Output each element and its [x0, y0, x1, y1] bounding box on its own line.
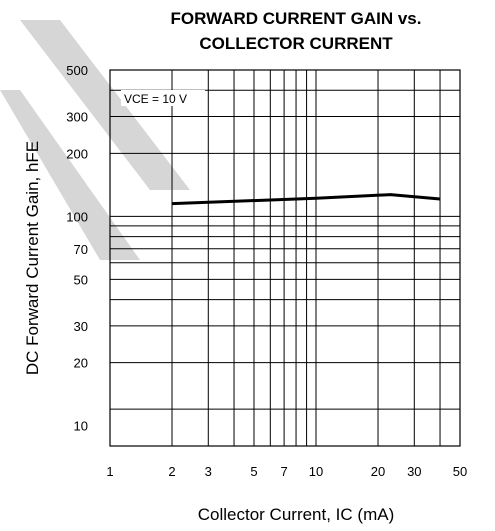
y-tick-label: 100	[66, 209, 88, 224]
y-axis-label: DC Forward Current Gain, hFE	[23, 141, 42, 375]
y-tick-labels: 10 20 30 50 70 100 200 300 500	[66, 63, 88, 434]
y-tick-label: 200	[66, 146, 88, 161]
chart-title-line-1: FORWARD CURRENT GAIN vs.	[171, 9, 422, 28]
watermark-stripe	[0, 90, 140, 260]
annotation-text: VCE = 10 V	[124, 92, 187, 106]
annotation-background	[121, 90, 205, 106]
watermark	[0, 20, 190, 260]
x-tick-label: 10	[309, 464, 323, 479]
x-tick-label: 2	[168, 464, 175, 479]
x-tick-label: 5	[250, 464, 257, 479]
y-tick-label: 300	[66, 109, 88, 124]
x-tick-label: 30	[407, 464, 421, 479]
x-tick-label: 3	[205, 464, 212, 479]
y-tick-label: 50	[74, 272, 88, 287]
y-tick-label: 70	[74, 242, 88, 257]
data-series	[171, 193, 441, 206]
x-tick-label: 50	[453, 464, 467, 479]
x-tick-label: 20	[371, 464, 385, 479]
watermark-stripe	[20, 20, 190, 190]
vce-annotation: VCE = 10 V	[121, 90, 205, 106]
x-tick-label: 1	[106, 464, 113, 479]
chart-title-line-2: COLLECTOR CURRENT	[199, 34, 393, 53]
x-tick-labels: 1 2 3 5 7 10 20 30 50	[106, 464, 467, 479]
y-tick-label: 30	[74, 319, 88, 334]
y-tick-label: 10	[74, 419, 88, 434]
series-line	[171, 193, 441, 206]
x-axis-label: Collector Current, IC (mA)	[198, 505, 394, 524]
y-tick-label: 20	[74, 356, 88, 371]
grid-lines	[110, 70, 460, 446]
x-tick-label: 7	[280, 464, 287, 479]
plot-frame	[109, 69, 461, 447]
y-tick-label: 500	[66, 63, 88, 78]
